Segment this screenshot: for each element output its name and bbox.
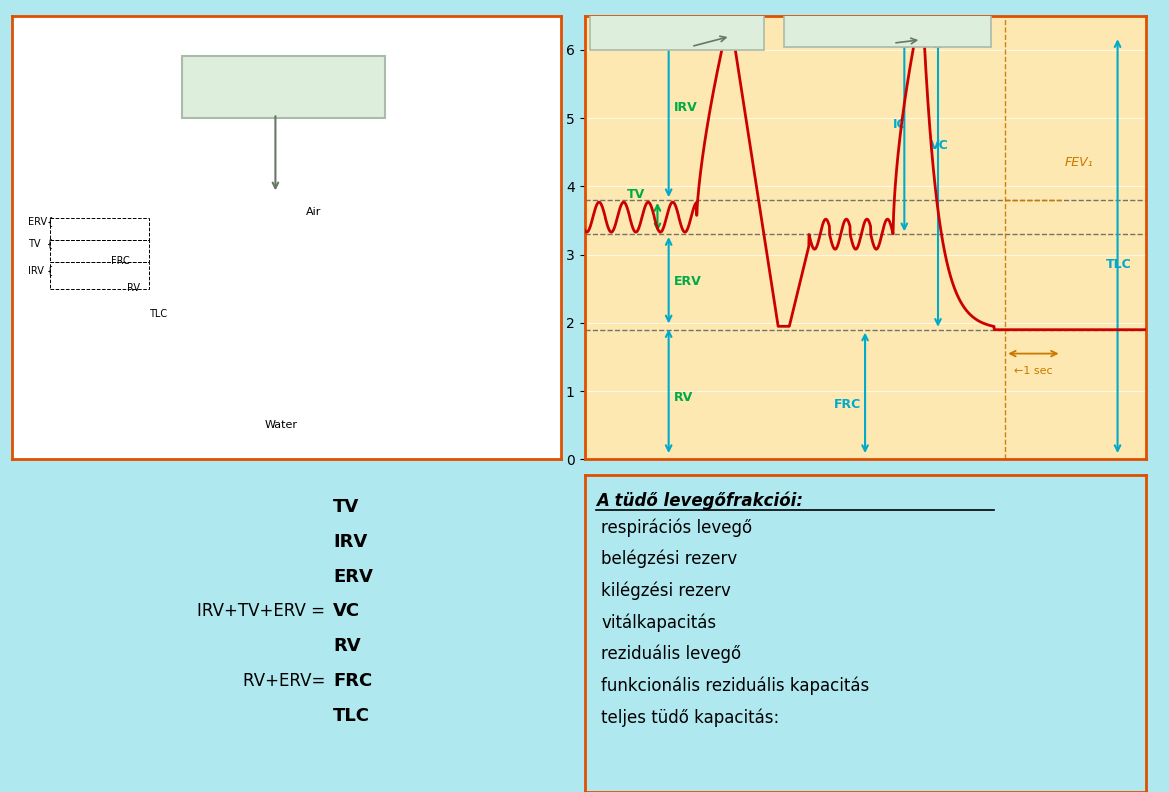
Text: respirációs levegő: respirációs levegő — [601, 518, 753, 537]
Text: TLC: TLC — [148, 310, 167, 319]
Text: VC: VC — [929, 139, 948, 152]
Text: FRC: FRC — [333, 672, 373, 690]
Text: IRV: IRV — [333, 533, 367, 550]
Text: RV+ERV=: RV+ERV= — [243, 672, 331, 690]
Text: TV: TV — [627, 188, 645, 201]
Text: TLC: TLC — [333, 707, 371, 725]
Text: ERV: ERV — [333, 568, 373, 585]
Text: kilégzési rezerv: kilégzési rezerv — [601, 581, 731, 600]
Text: VC: VC — [333, 603, 360, 620]
Bar — [50, 240, 150, 262]
Text: IRV: IRV — [675, 101, 698, 114]
Bar — [50, 262, 150, 288]
Text: TV  {: TV { — [28, 238, 53, 249]
Text: IC: IC — [893, 119, 907, 131]
Text: vitálkapacitás: vitálkapacitás — [601, 613, 717, 632]
Text: teljes tüdő kapacitás:: teljes tüdő kapacitás: — [601, 708, 780, 727]
FancyBboxPatch shape — [590, 0, 765, 50]
Text: TV: TV — [333, 498, 359, 516]
Text: FEV₁: FEV₁ — [1064, 156, 1093, 169]
Text: A tüdő levegőfrakciói:: A tüdő levegőfrakciói: — [596, 491, 803, 509]
Text: ERV{: ERV{ — [28, 216, 54, 227]
FancyBboxPatch shape — [783, 0, 991, 47]
Text: FRC: FRC — [835, 398, 862, 411]
Text: ERV: ERV — [675, 276, 703, 288]
Text: Water: Water — [264, 421, 297, 430]
Text: reziduális levegő: reziduális levegő — [601, 645, 741, 664]
Text: IRV {: IRV { — [28, 265, 54, 275]
FancyBboxPatch shape — [182, 55, 386, 118]
Text: belégzési rezerv: belégzési rezerv — [601, 550, 738, 569]
Text: IRV+TV+ERV =: IRV+TV+ERV = — [198, 603, 331, 620]
Text: Air: Air — [306, 208, 321, 218]
Bar — [50, 218, 150, 240]
Text: funkcionális reziduális kapacitás: funkcionális reziduális kapacitás — [601, 676, 870, 695]
Text: TLC: TLC — [1106, 258, 1132, 272]
Text: RV: RV — [675, 391, 693, 405]
Text: ←1 sec: ←1 sec — [1014, 366, 1052, 376]
Text: FRC: FRC — [111, 256, 130, 266]
Text: RV: RV — [127, 283, 140, 293]
Text: RV: RV — [333, 638, 361, 655]
